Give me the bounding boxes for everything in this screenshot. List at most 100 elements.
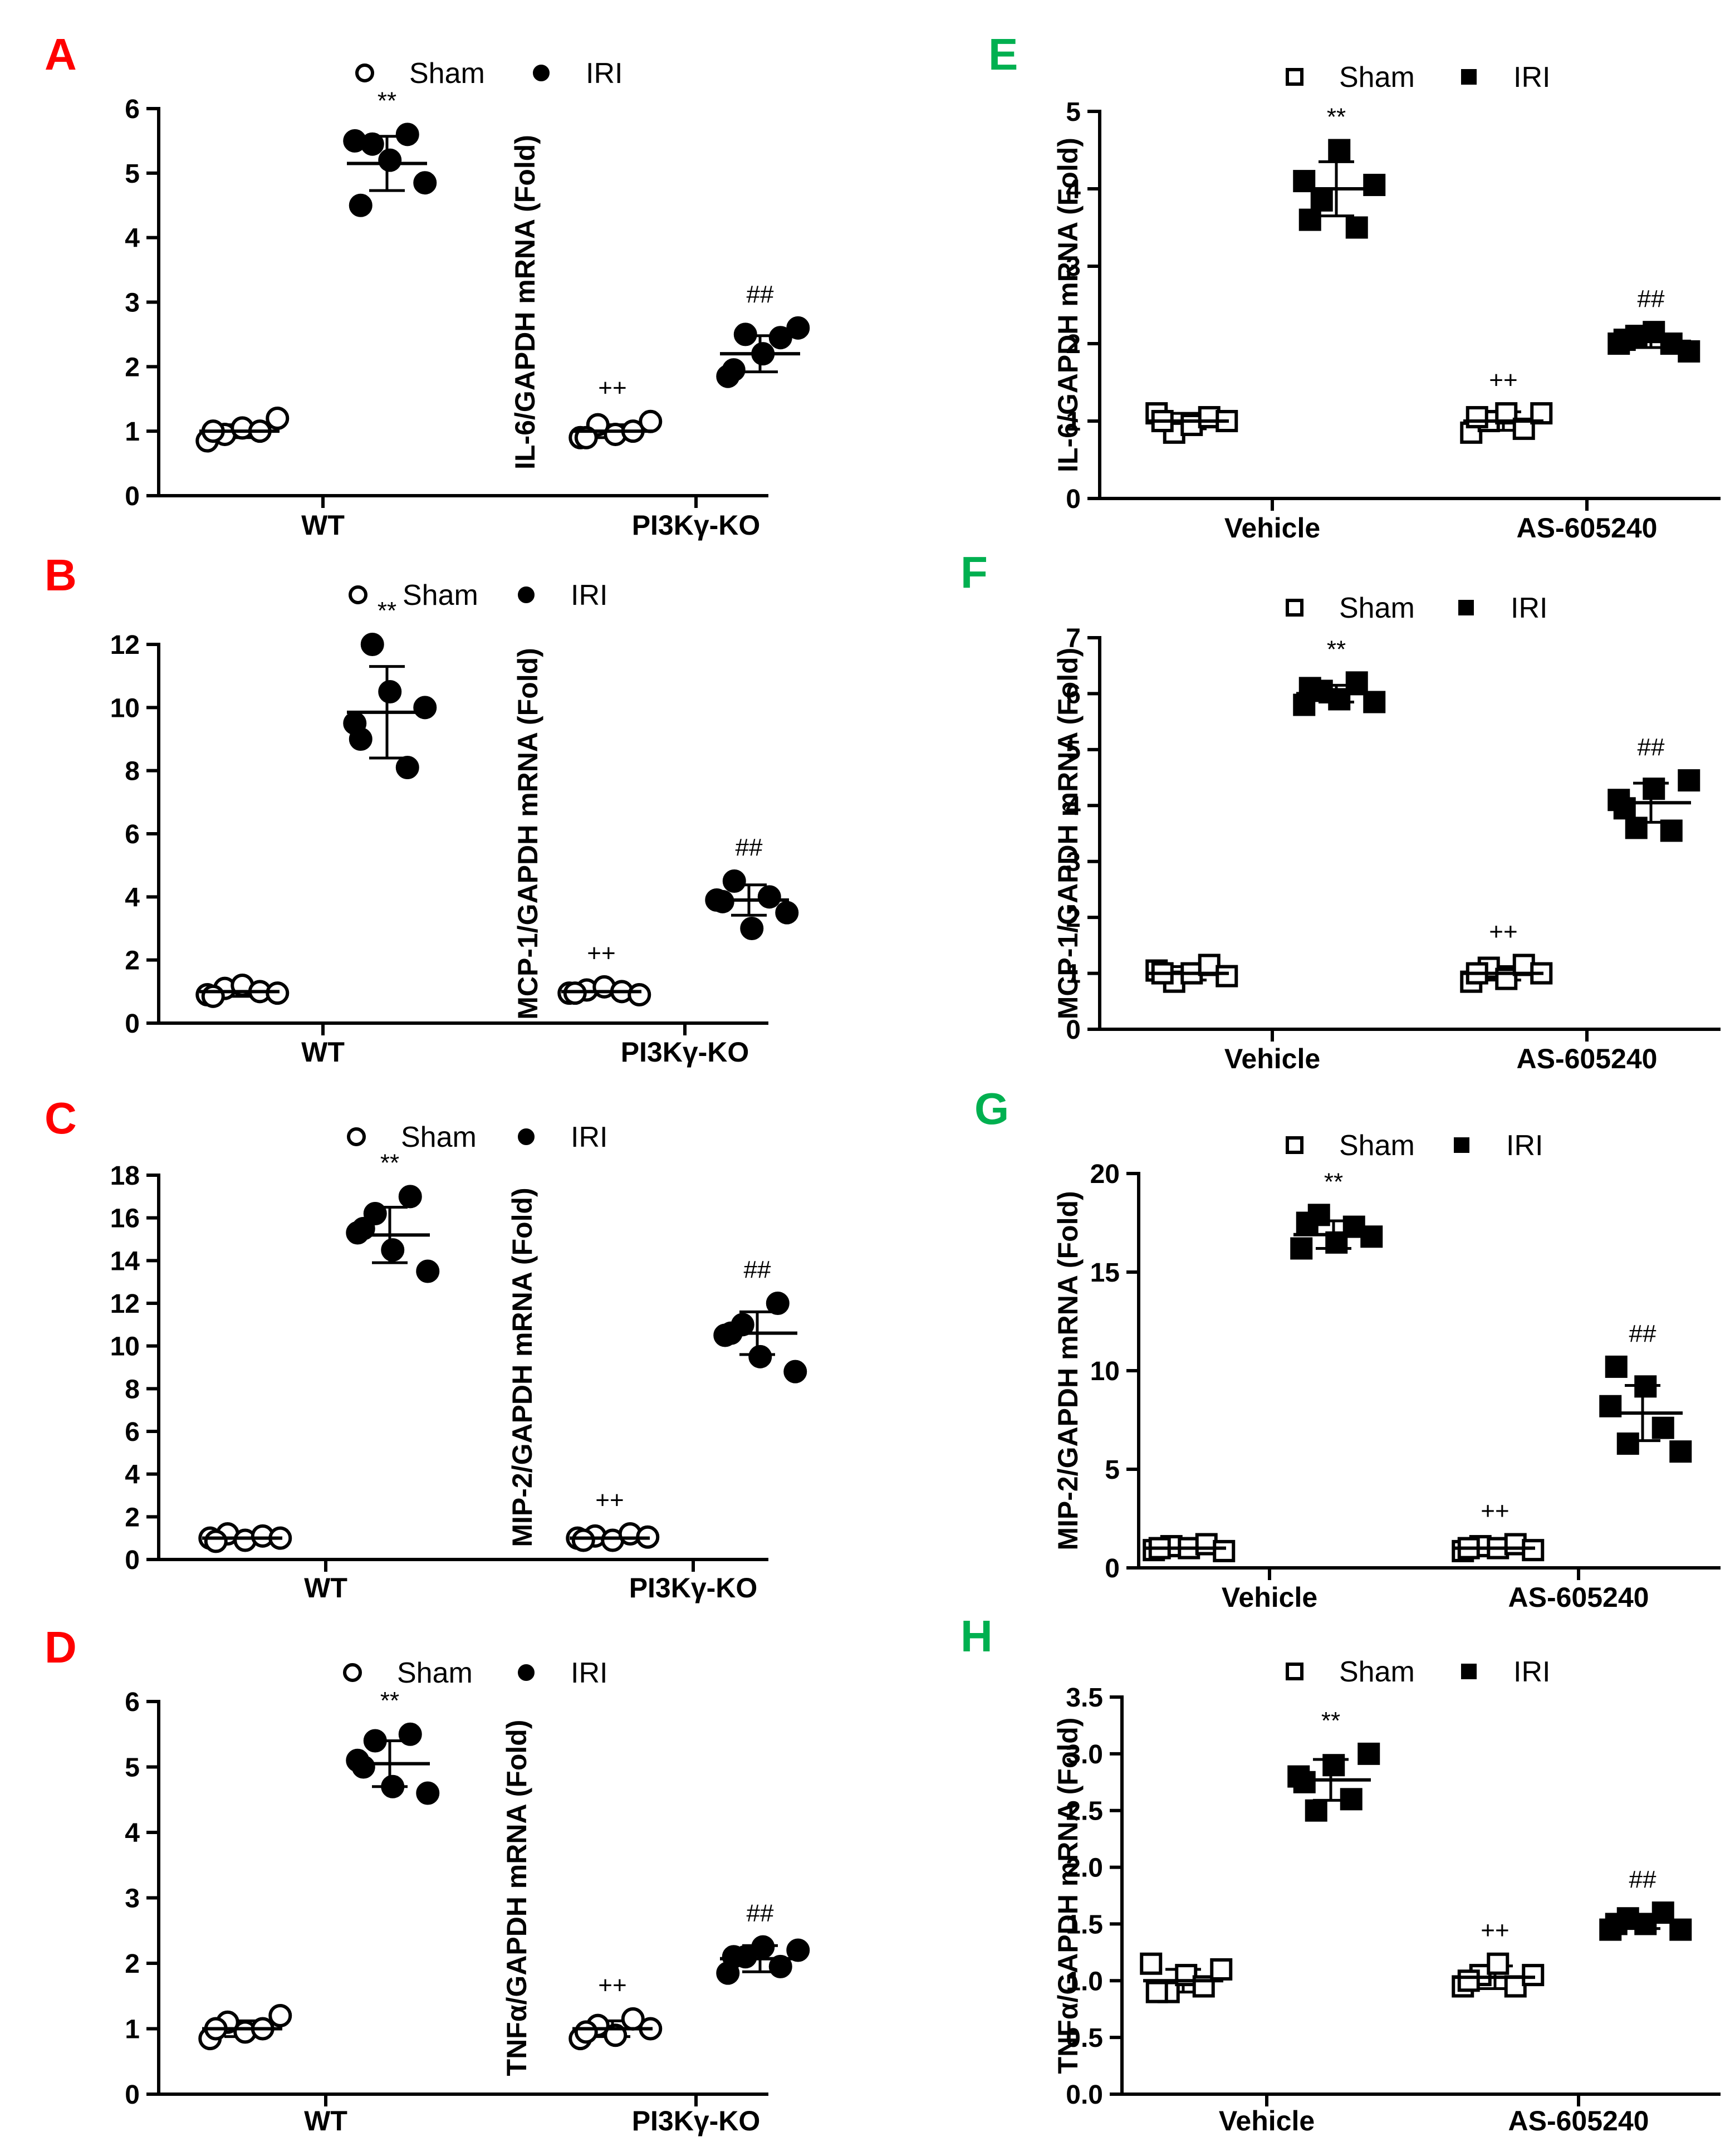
data-point xyxy=(722,358,746,382)
panel-label: B xyxy=(45,550,77,600)
legend-label-sham: Sham xyxy=(403,579,478,612)
significance-annotation: ++ xyxy=(595,1487,624,1514)
group-sham: ++ xyxy=(1460,366,1553,444)
legend-marker-sham xyxy=(355,63,374,82)
y-tick-label: 1 xyxy=(125,417,140,447)
legend: Sham IRI xyxy=(343,1657,607,1689)
data-point xyxy=(413,696,437,720)
data-point xyxy=(351,1755,375,1779)
data-point xyxy=(1296,1211,1319,1234)
legend-marker-iri xyxy=(533,65,550,81)
data-point xyxy=(768,326,792,350)
legend: Sham IRI xyxy=(1286,592,1547,624)
group-iri: ** xyxy=(1293,635,1386,716)
y-tick-label: 3 xyxy=(1066,848,1081,877)
group-iri: ** xyxy=(346,1687,440,1805)
data-point xyxy=(416,1781,440,1805)
significance-annotation: ** xyxy=(378,597,396,624)
y-axis-label: IL-6/GAPDH mRNA (Fold) xyxy=(1052,138,1084,472)
y-tick-label: 2 xyxy=(1066,903,1081,933)
group-sham: ++ xyxy=(569,1972,663,2051)
legend-label-iri: IRI xyxy=(1513,1656,1550,1688)
y-tick-label: 3.0 xyxy=(1066,1740,1103,1769)
legend-marker-iri xyxy=(1461,1664,1477,1679)
y-tick-label: 2 xyxy=(125,353,140,382)
data-point xyxy=(1643,778,1665,800)
legend: Sham IRI xyxy=(349,579,607,612)
chart-panel-c: C Sham IRI 0 2 4 6 8 10 12 14 16 18 MIP-2/GAPDH mRNA … xyxy=(45,1093,807,1603)
data-point xyxy=(1634,1913,1657,1935)
y-tick-label: 10 xyxy=(110,1332,140,1362)
data-point xyxy=(360,132,384,156)
y-tick-label: 4 xyxy=(125,1460,140,1490)
data-point xyxy=(398,1722,422,1746)
data-point xyxy=(268,2004,292,2027)
legend-marker-iri xyxy=(1454,1137,1469,1153)
significance-annotation: ## xyxy=(747,1900,774,1927)
data-point xyxy=(1360,1225,1383,1248)
x-tick-label: Vehicle xyxy=(1219,2105,1315,2137)
data-point xyxy=(748,1345,772,1368)
group-sham xyxy=(1145,954,1238,993)
data-point xyxy=(751,1935,775,1959)
data-point xyxy=(1605,1355,1628,1378)
group-iri: ## xyxy=(716,1900,810,1985)
group-iri: ** xyxy=(343,597,437,779)
data-point xyxy=(1504,1533,1527,1556)
data-point xyxy=(1145,1981,1168,2003)
data-point xyxy=(574,2020,598,2044)
legend-label-sham: Sham xyxy=(1339,592,1415,624)
y-tick-label: 4 xyxy=(1066,791,1081,821)
y-tick-label: 5 xyxy=(1066,736,1081,765)
group-sham xyxy=(198,2004,292,2051)
significance-annotation: ## xyxy=(1629,1320,1657,1347)
y-tick-label: 0 xyxy=(1105,1554,1120,1583)
data-point xyxy=(786,316,810,340)
x-tick-label: Vehicle xyxy=(1224,512,1320,544)
panel-label: D xyxy=(45,1622,77,1672)
data-point xyxy=(775,901,799,925)
y-axis-label: IL-6/GAPDH mRNA (Fold) xyxy=(509,135,541,470)
data-point xyxy=(1298,208,1321,231)
significance-annotation: ++ xyxy=(598,374,626,402)
data-point xyxy=(1345,216,1368,239)
data-point xyxy=(1293,1771,1316,1793)
y-tick-label: 0 xyxy=(125,2080,140,2110)
group-sham xyxy=(195,407,290,453)
y-tick-label: 8 xyxy=(125,757,140,786)
data-point xyxy=(722,869,746,893)
x-tick-label: PI3Kγ-KO xyxy=(621,1037,749,1068)
group-iri: ## xyxy=(1599,1866,1692,1941)
group-iri: ## xyxy=(1599,1320,1692,1463)
data-point xyxy=(349,193,373,217)
panel-label: H xyxy=(960,1611,993,1661)
y-tick-label: 1.0 xyxy=(1066,1967,1103,1996)
data-point xyxy=(1363,174,1386,197)
group-sham: ++ xyxy=(1460,918,1553,993)
group-iri: ## xyxy=(1608,285,1700,363)
y-tick-label: 3.5 xyxy=(1066,1683,1103,1713)
data-point xyxy=(378,680,402,703)
data-point xyxy=(1487,1952,1510,1975)
significance-annotation: ** xyxy=(1324,1168,1343,1195)
legend-marker-sham xyxy=(1286,599,1303,617)
legend-marker-sham xyxy=(347,1127,366,1146)
significance-annotation: ++ xyxy=(1481,1498,1509,1525)
y-tick-label: 8 xyxy=(125,1375,140,1404)
x-tick-label: PI3Kγ-KO xyxy=(632,2105,761,2137)
data-point xyxy=(398,1185,422,1209)
significance-annotation: ## xyxy=(744,1256,771,1283)
group-sham xyxy=(1140,1952,1233,2003)
legend-label-iri: IRI xyxy=(1513,61,1550,94)
data-point xyxy=(1669,1440,1692,1463)
data-point xyxy=(1678,340,1700,363)
data-point xyxy=(571,1528,595,1552)
y-tick-label: 0 xyxy=(125,1009,140,1039)
data-point xyxy=(1213,1539,1236,1562)
y-tick-label: 12 xyxy=(110,630,140,660)
group-iri: ** xyxy=(1290,1168,1383,1260)
panel-label: E xyxy=(988,30,1018,79)
y-tick-label: 2.5 xyxy=(1066,1797,1103,1826)
data-point xyxy=(381,1238,405,1262)
